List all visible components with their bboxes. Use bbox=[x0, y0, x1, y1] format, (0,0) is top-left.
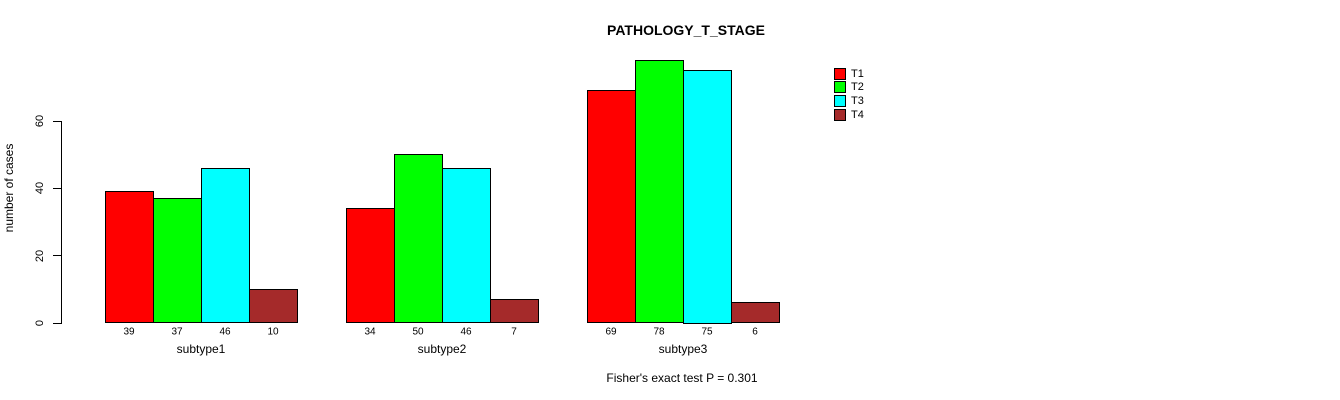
bar-t2-subtype1 bbox=[153, 197, 202, 324]
legend-label: T1 bbox=[851, 67, 864, 80]
bar-t1-subtype1 bbox=[105, 191, 154, 324]
bar-t1-subtype2 bbox=[346, 208, 395, 324]
y-axis-tick bbox=[53, 322, 61, 324]
y-axis-tick-label: 0 bbox=[34, 319, 46, 327]
category-label-subtype1: subtype1 bbox=[176, 342, 226, 356]
bar-value-label: 75 bbox=[701, 326, 713, 338]
bar-t3-subtype2 bbox=[442, 167, 491, 324]
bar-value-label: 69 bbox=[605, 326, 617, 338]
bar-value-label: 10 bbox=[267, 326, 279, 338]
category-label-subtype2: subtype2 bbox=[417, 342, 467, 356]
bar-value-label: 37 bbox=[171, 326, 183, 338]
category-label-subtype3: subtype3 bbox=[658, 342, 708, 356]
legend-item-t4: T4 bbox=[834, 108, 864, 122]
legend-label: T3 bbox=[851, 94, 864, 107]
bar-value-label: 7 bbox=[511, 326, 517, 338]
y-axis-tick-label: 20 bbox=[34, 249, 46, 262]
y-axis-tick-label: 40 bbox=[34, 182, 46, 195]
bar-t2-subtype2 bbox=[394, 154, 443, 324]
y-axis-tick-label: 60 bbox=[34, 114, 46, 128]
legend-item-t1: T1 bbox=[834, 67, 864, 81]
bar-value-label: 6 bbox=[752, 326, 758, 338]
y-axis-tick bbox=[53, 255, 61, 257]
y-axis-tick bbox=[53, 120, 61, 122]
legend-item-t3: T3 bbox=[834, 94, 864, 108]
legend-swatch-t3 bbox=[834, 94, 846, 107]
legend-label: T4 bbox=[851, 108, 864, 121]
y-axis-tick bbox=[53, 187, 61, 189]
legend-label: T2 bbox=[851, 81, 864, 94]
y-axis-label: number of cases bbox=[2, 143, 16, 233]
legend-swatch-t1 bbox=[834, 67, 846, 80]
bar-value-label: 46 bbox=[460, 326, 472, 338]
bar-value-label: 39 bbox=[123, 326, 135, 338]
annotation-text: Fisher's exact test P = 0.301 bbox=[606, 371, 758, 385]
bar-value-label: 78 bbox=[653, 326, 665, 338]
bar-t1-subtype3 bbox=[587, 90, 636, 324]
legend-swatch-t2 bbox=[834, 81, 846, 94]
bar-value-label: 50 bbox=[412, 326, 424, 338]
bar-t4-subtype2 bbox=[490, 298, 539, 324]
bar-t3-subtype1 bbox=[201, 167, 250, 324]
legend: T1 T2 T3 T4 bbox=[834, 67, 864, 121]
bar-t2-subtype3 bbox=[635, 59, 684, 324]
bar-value-label: 34 bbox=[364, 326, 376, 338]
chart-title: PATHOLOGY_T_STAGE bbox=[607, 22, 765, 38]
bar-t3-subtype3 bbox=[683, 70, 732, 324]
bar-value-label: 46 bbox=[219, 326, 231, 338]
bar-t4-subtype3 bbox=[731, 302, 780, 324]
legend-swatch-t4 bbox=[834, 108, 846, 121]
legend-item-t2: T2 bbox=[834, 81, 864, 95]
bar-t4-subtype1 bbox=[249, 288, 298, 324]
y-axis-line bbox=[61, 120, 62, 324]
